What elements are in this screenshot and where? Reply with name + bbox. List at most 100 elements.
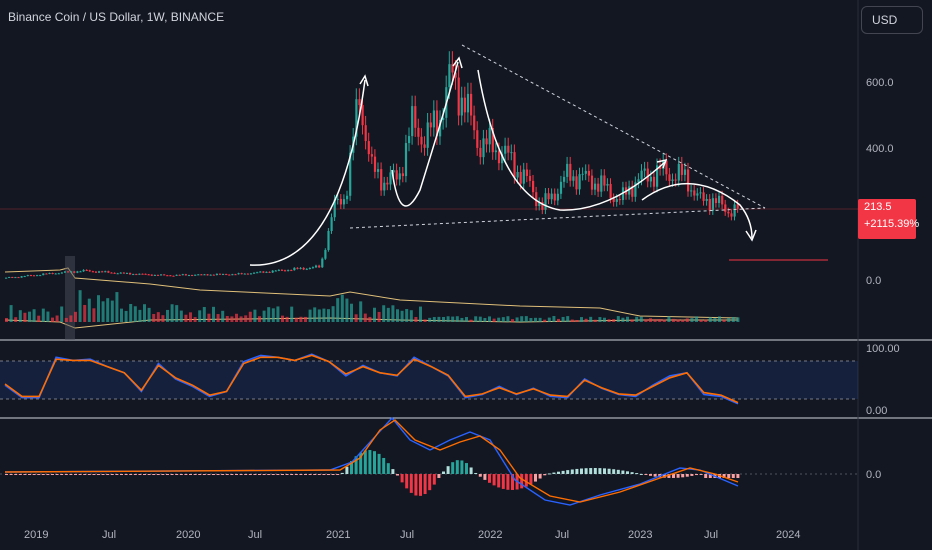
volume-bar — [524, 316, 528, 322]
volume-bar — [419, 306, 422, 322]
volume-bar — [14, 317, 18, 322]
macd-histogram-bar — [690, 474, 694, 476]
volume-bar — [340, 294, 344, 322]
candle-body — [249, 273, 253, 275]
volume-bar — [281, 315, 284, 322]
macd-histogram-bar — [230, 474, 234, 475]
macd-histogram-bar — [322, 474, 326, 475]
candle-body — [522, 169, 525, 184]
macd-histogram-bar — [239, 474, 243, 475]
candle-body — [718, 195, 721, 203]
candle-body — [122, 272, 125, 274]
candle-body — [358, 99, 361, 106]
macd-histogram-bar — [589, 468, 593, 474]
time-tick-label: 2020 — [176, 529, 200, 541]
volume-bar — [120, 308, 123, 322]
candle-body — [172, 275, 175, 277]
volume-bar — [23, 312, 27, 322]
volume-bar — [110, 300, 114, 322]
candle-body — [547, 193, 550, 200]
time-tick-label: Jul — [555, 529, 569, 541]
volume-bar — [156, 312, 160, 322]
macd-histogram-bar — [28, 474, 31, 475]
macd-histogram-bar — [607, 468, 611, 474]
candle-body — [538, 202, 541, 207]
candle-body — [398, 173, 401, 180]
macd-histogram-bar — [143, 474, 146, 475]
macd-histogram-bar — [478, 474, 482, 477]
volume-bar — [736, 317, 740, 322]
candle-body — [618, 199, 621, 201]
candle-body — [550, 193, 553, 200]
volume-bar — [423, 319, 427, 322]
volume-bar — [672, 318, 675, 322]
volume-bar — [501, 317, 505, 322]
volume-bar — [373, 307, 376, 322]
rsi-series-line — [4, 354, 739, 404]
macd-histogram-bar — [115, 474, 119, 475]
time-tick-label: Jul — [704, 529, 718, 541]
candle-body — [57, 273, 60, 275]
candle-body — [414, 106, 417, 128]
candle-body — [153, 274, 156, 276]
candle-body — [178, 274, 181, 276]
candle-body — [17, 277, 20, 279]
candle-body — [175, 274, 178, 276]
volume-bar — [386, 307, 390, 322]
candle-body — [646, 168, 649, 182]
candle-body — [206, 274, 209, 276]
candle-body — [652, 176, 656, 187]
volume-bar — [584, 318, 588, 322]
candle-body — [184, 274, 187, 276]
macd-histogram-bar — [101, 474, 105, 475]
macd-histogram-bar — [396, 474, 399, 476]
macd-histogram-bar — [23, 474, 27, 475]
candle-body — [609, 183, 612, 199]
candle-body — [265, 271, 268, 273]
candle-body — [330, 217, 333, 231]
candle-body — [355, 99, 358, 137]
candle-body — [342, 199, 346, 205]
macd-histogram-bar — [92, 474, 96, 475]
candle-body — [367, 141, 370, 155]
candle-body — [160, 274, 163, 276]
candle-body — [584, 170, 587, 174]
volume-bar — [428, 317, 432, 322]
candle-body — [85, 269, 88, 271]
macd-histogram-bar — [483, 474, 487, 480]
macd-histogram-bar — [87, 474, 91, 475]
candle-body — [82, 269, 85, 272]
volume-bar — [368, 316, 372, 322]
macd-histogram-bar — [189, 474, 192, 475]
candle-body — [597, 183, 600, 192]
macd-histogram-bar — [501, 474, 505, 489]
rsi-tick-label: 100.00 — [866, 343, 900, 355]
candle-body — [702, 192, 705, 201]
candle-body — [26, 275, 29, 277]
macd-histogram-bar — [391, 469, 395, 474]
volume-bar — [83, 304, 87, 322]
macd-histogram-bar — [649, 474, 652, 476]
macd-histogram-bar — [455, 460, 459, 474]
candle-body — [147, 274, 150, 276]
annotation-arrow — [477, 69, 666, 211]
volume-bar — [28, 311, 31, 322]
price-tick-label: 0.0 — [866, 275, 881, 287]
candle-body — [708, 198, 711, 211]
volume-bar — [253, 309, 257, 322]
volume-bar — [478, 316, 482, 322]
macd-histogram-bar — [598, 468, 602, 474]
candle-body — [463, 97, 466, 113]
candle-body — [649, 176, 652, 182]
macd-histogram-bar — [373, 451, 376, 474]
macd-histogram-bar — [469, 467, 473, 474]
candle-body — [101, 271, 104, 273]
candle-body — [373, 156, 377, 172]
volume-bar — [695, 316, 698, 322]
candle-body — [401, 173, 404, 177]
currency-button[interactable]: USD — [861, 6, 923, 34]
macd-histogram-bar — [129, 474, 133, 475]
candle-body — [63, 271, 67, 273]
candle-body — [299, 267, 302, 269]
